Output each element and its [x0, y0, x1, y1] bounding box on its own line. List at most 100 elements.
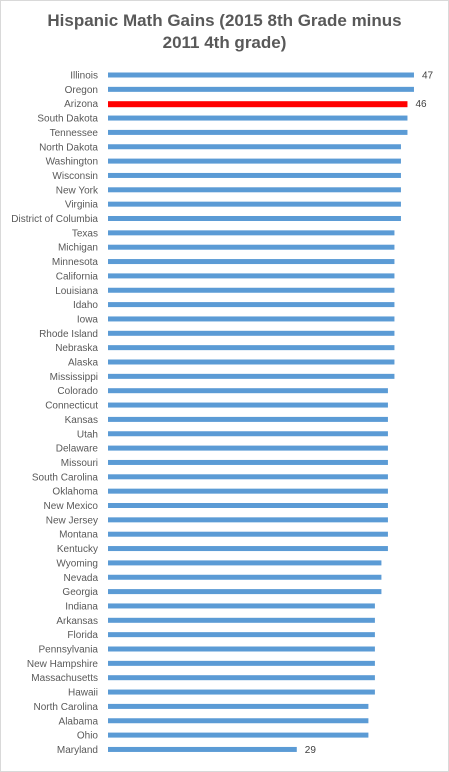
category-label-tennessee: Tennessee [50, 128, 99, 139]
chart-title-line-1: Hispanic Math Gains (2015 8th Grade minu… [47, 11, 402, 30]
bar-new-york [108, 187, 401, 193]
category-label-washington: Washington [46, 157, 98, 168]
category-label-mississippi: Mississippi [50, 372, 98, 383]
bar-nevada [108, 574, 382, 580]
category-label-nebraska: Nebraska [55, 343, 98, 354]
bar-missouri [108, 459, 388, 465]
category-label-idaho: Idaho [73, 300, 98, 311]
category-label-district-of-columbia: District of Columbia [11, 214, 98, 225]
category-label-georgia: Georgia [62, 587, 98, 598]
category-label-nevada: Nevada [64, 573, 99, 584]
bar-iowa [108, 316, 395, 322]
bar-new-mexico [108, 503, 388, 508]
bar-pennsylvania [108, 646, 375, 652]
category-label-michigan: Michigan [58, 243, 98, 254]
category-label-missouri: Missouri [61, 458, 98, 469]
category-label-texas: Texas [72, 228, 98, 239]
bar-south-carolina [108, 474, 388, 480]
bar-kansas [108, 416, 388, 422]
bar-new-jersey [108, 517, 388, 523]
category-label-north-carolina: North Carolina [34, 702, 99, 713]
bar-north-dakota [108, 144, 401, 150]
bar-georgia [108, 589, 382, 595]
bar-texas [108, 230, 395, 236]
bar-alaska [108, 359, 395, 365]
bar-arkansas [108, 617, 375, 623]
category-label-oklahoma: Oklahoma [52, 487, 98, 498]
category-label-illinois: Illinois [70, 71, 98, 82]
category-label-wyoming: Wyoming [56, 558, 98, 569]
category-label-hawaii: Hawaii [68, 688, 98, 699]
bar-rhode-island [108, 330, 395, 336]
bar-north-carolina [108, 703, 369, 709]
category-label-kansas: Kansas [65, 415, 98, 426]
bar-maryland [108, 746, 297, 752]
category-label-kentucky: Kentucky [57, 544, 98, 555]
category-label-rhode-island: Rhode Island [39, 329, 98, 340]
data-label-maryland: 29 [305, 745, 317, 756]
category-label-virginia: Virginia [65, 200, 99, 211]
category-label-south-carolina: South Carolina [32, 472, 99, 483]
category-label-connecticut: Connecticut [45, 401, 98, 412]
bar-ohio [108, 732, 369, 738]
category-label-new-york: New York [56, 185, 99, 196]
bar-oregon [108, 86, 414, 92]
bar-tennessee [108, 129, 408, 135]
category-label-pennsylvania: Pennsylvania [39, 645, 99, 656]
category-label-utah: Utah [77, 429, 98, 440]
category-label-new-mexico: New Mexico [44, 501, 99, 512]
bar-illinois [108, 72, 414, 78]
category-label-south-dakota: South Dakota [37, 114, 98, 125]
bar-utah [108, 431, 388, 437]
bar-indiana [108, 603, 375, 609]
bar-nebraska [108, 345, 395, 351]
bar-florida [108, 632, 375, 638]
category-label-alabama: Alabama [59, 716, 99, 727]
bar-colorado [108, 388, 388, 394]
category-label-louisiana: Louisiana [55, 286, 98, 297]
category-label-arizona: Arizona [64, 99, 98, 110]
category-label-wisconsin: Wisconsin [52, 171, 98, 182]
bar-california [108, 273, 395, 279]
data-label-arizona: 46 [415, 99, 427, 110]
bar-oklahoma [108, 488, 388, 494]
bar-arizona [108, 101, 408, 108]
chart-title-line-2: 2011 4th grade) [162, 33, 287, 52]
bar-virginia [108, 201, 401, 207]
bar-south-dakota [108, 115, 408, 121]
bar-wisconsin [108, 172, 401, 178]
data-label-illinois: 47 [422, 71, 434, 82]
category-label-north-dakota: North Dakota [39, 142, 98, 153]
chart-title: Hispanic Math Gains (2015 8th Grade minu… [0, 10, 449, 54]
category-label-minnesota: Minnesota [52, 257, 99, 268]
category-label-iowa: Iowa [77, 314, 99, 325]
bar-kentucky [108, 546, 388, 552]
bar-alabama [108, 718, 369, 724]
category-label-delaware: Delaware [56, 444, 99, 455]
category-label-massachusetts: Massachusetts [31, 673, 98, 684]
bar-idaho [108, 302, 395, 308]
bar-hawaii [108, 689, 375, 695]
bar-connecticut [108, 402, 388, 408]
bar-massachusetts [108, 675, 375, 681]
category-label-indiana: Indiana [65, 601, 98, 612]
bar-delaware [108, 445, 388, 451]
bar-washington [108, 158, 401, 164]
category-label-new-jersey: New Jersey [46, 515, 98, 526]
category-label-california: California [56, 271, 99, 282]
bar-minnesota [108, 259, 395, 265]
bar-wyoming [108, 560, 382, 566]
category-label-arkansas: Arkansas [56, 616, 98, 627]
category-label-colorado: Colorado [57, 386, 98, 397]
bar-michigan [108, 244, 395, 250]
bar-montana [108, 531, 388, 537]
bar-district-of-columbia [108, 216, 401, 221]
category-label-alaska: Alaska [68, 358, 98, 369]
category-label-ohio: Ohio [77, 731, 99, 742]
category-label-new-hampshire: New Hampshire [27, 659, 99, 670]
bar-mississippi [108, 373, 395, 379]
category-label-oregon: Oregon [65, 85, 98, 96]
category-label-florida: Florida [67, 630, 98, 641]
